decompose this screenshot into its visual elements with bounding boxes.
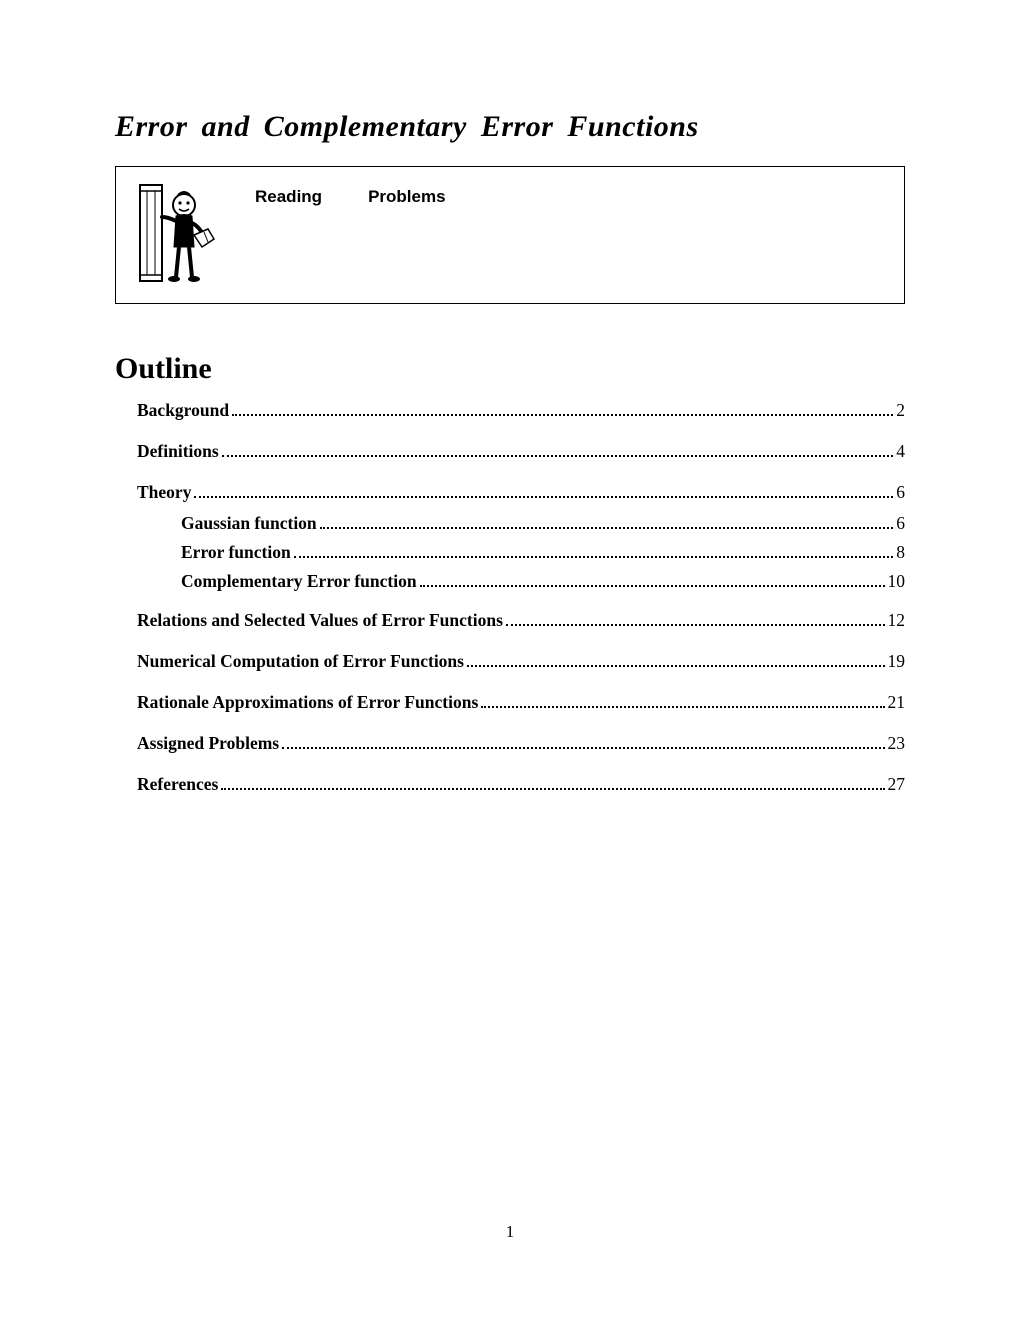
toc-entry-numerical[interactable]: Numerical Computation of Error Functions… <box>137 651 905 672</box>
toc-dots <box>467 662 885 668</box>
toc-page: 4 <box>896 441 905 462</box>
toc-label: Background <box>137 400 229 421</box>
toc-page: 27 <box>888 774 906 795</box>
toc-page: 6 <box>896 513 905 534</box>
toc-label: Gaussian function <box>181 513 317 534</box>
toc-dots <box>232 411 893 417</box>
toc-page: 6 <box>896 482 905 503</box>
toc-dots <box>282 744 884 750</box>
table-of-contents: Background 2 Definitions 4 Theory 6 Gaus… <box>115 400 905 795</box>
toc-page: 12 <box>888 610 906 631</box>
toc-entry-errorfn[interactable]: Error function 8 <box>181 542 905 563</box>
toc-page: 19 <box>888 651 906 672</box>
toc-entry-gaussian[interactable]: Gaussian function 6 <box>181 513 905 534</box>
toc-entry-references[interactable]: References 27 <box>137 774 905 795</box>
toc-entry-rationale[interactable]: Rationale Approximations of Error Functi… <box>137 692 905 713</box>
toc-dots <box>320 524 894 530</box>
reading-boy-icon <box>134 179 219 289</box>
toc-dots <box>221 785 884 791</box>
problems-link[interactable]: Problems <box>368 187 445 207</box>
toc-page: 8 <box>896 542 905 563</box>
toc-label: Rationale Approximations of Error Functi… <box>137 692 478 713</box>
toc-label: Error function <box>181 542 291 563</box>
toc-label: Numerical Computation of Error Functions <box>137 651 464 672</box>
toc-page: 23 <box>888 733 906 754</box>
toc-entry-relations[interactable]: Relations and Selected Values of Error F… <box>137 610 905 631</box>
toc-dots <box>222 452 894 458</box>
toc-label: References <box>137 774 218 795</box>
toc-label: Complementary Error function <box>181 571 417 592</box>
toc-dots <box>506 621 885 627</box>
outline-heading: Outline <box>115 352 905 386</box>
header-links: Reading Problems <box>255 179 446 207</box>
toc-label: Assigned Problems <box>137 733 279 754</box>
toc-page: 21 <box>888 692 906 713</box>
page: Error and Complementary Error Functions <box>0 0 1020 1320</box>
toc-dots <box>420 582 885 588</box>
page-number: 1 <box>0 1222 1020 1242</box>
toc-label: Relations and Selected Values of Error F… <box>137 610 503 631</box>
toc-entry-compl-errorfn[interactable]: Complementary Error function 10 <box>181 571 905 592</box>
reading-link[interactable]: Reading <box>255 187 322 207</box>
toc-dots <box>294 553 894 559</box>
toc-page: 2 <box>896 400 905 421</box>
toc-dots <box>481 703 884 709</box>
toc-dots <box>194 493 893 499</box>
toc-label: Definitions <box>137 441 219 462</box>
header-box: Reading Problems <box>115 166 905 304</box>
toc-entry-theory[interactable]: Theory 6 <box>137 482 905 503</box>
toc-entry-definitions[interactable]: Definitions 4 <box>137 441 905 462</box>
page-title: Error and Complementary Error Functions <box>115 110 905 144</box>
toc-label: Theory <box>137 482 191 503</box>
toc-entry-background[interactable]: Background 2 <box>137 400 905 421</box>
toc-page: 10 <box>888 571 906 592</box>
toc-entry-assigned[interactable]: Assigned Problems 23 <box>137 733 905 754</box>
